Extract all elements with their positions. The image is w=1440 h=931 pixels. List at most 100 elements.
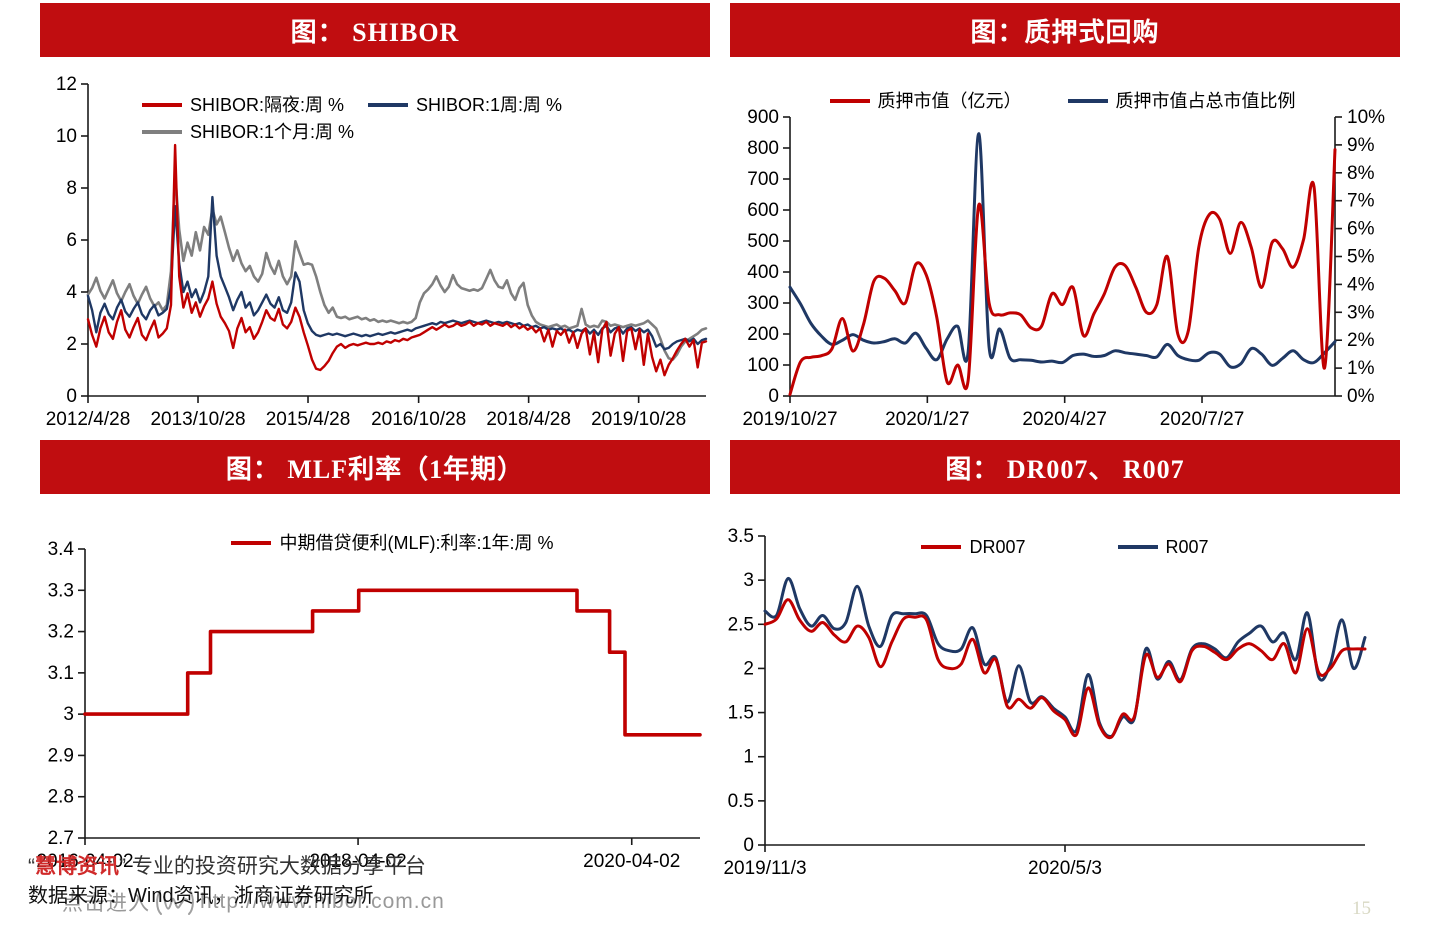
svg-text:6: 6: [66, 230, 77, 251]
svg-text:700: 700: [747, 169, 779, 190]
quote-open: “: [28, 855, 35, 878]
legend-repo: 质押市值（亿元） 质押市值占总市值比例: [790, 92, 1335, 110]
svg-text:2.7: 2.7: [48, 828, 74, 849]
svg-text:200: 200: [747, 324, 779, 345]
legend-label: SHIBOR:1周:周 %: [416, 95, 563, 115]
svg-text:3: 3: [743, 570, 754, 591]
svg-text:2013/10/28: 2013/10/28: [150, 409, 245, 430]
hibor-url: http://www.hibor.com.cn: [200, 890, 445, 913]
chart-title-banner-shibor: 图： SHIBOR: [40, 3, 710, 57]
legend-label: SHIBOR:隔夜:周 %: [190, 95, 345, 115]
gray-line-swatch: [142, 130, 182, 134]
chart-title-shibor: 图： SHIBOR: [290, 17, 460, 47]
legend-dr007-r007: DR007 R007: [765, 538, 1365, 556]
svg-text:2020/1/27: 2020/1/27: [885, 409, 970, 430]
legend-item-shibor-1m: SHIBOR:1个月:周 %: [142, 123, 354, 141]
svg-text:0%: 0%: [1347, 386, 1375, 407]
svg-text:3%: 3%: [1347, 302, 1375, 323]
red-line-swatch: [142, 103, 182, 107]
svg-text:2%: 2%: [1347, 330, 1375, 351]
svg-text:3.5: 3.5: [728, 526, 754, 547]
svg-text:1: 1: [743, 747, 754, 768]
red-line-swatch: [921, 545, 962, 549]
svg-text:12: 12: [56, 74, 77, 95]
svg-text:0: 0: [768, 386, 779, 407]
svg-text:5%: 5%: [1347, 247, 1375, 268]
chart-title-banner-mlf: 图： MLF利率（1年期）: [40, 440, 710, 494]
legend-item-mlf-rate: 中期借贷便利(MLF):利率:1年:周 %: [231, 533, 554, 553]
svg-text:4%: 4%: [1347, 274, 1375, 295]
pledged-repo-line-chart: 0 100 200 300 400 500 600 700 800 900 0% 1% 2% 3% 4% 5%…: [742, 107, 1385, 430]
chart-title-banner-dr007: 图： DR007、 R007: [730, 440, 1400, 494]
legend-label: R007: [1165, 537, 1209, 557]
svg-text:9%: 9%: [1347, 135, 1375, 156]
svg-text:800: 800: [747, 138, 779, 159]
svg-text:2: 2: [66, 334, 77, 355]
svg-text:3: 3: [63, 704, 74, 725]
svg-text:2016/10/28: 2016/10/28: [371, 409, 466, 430]
shibor-line-chart: 0 2 4 6 8 10 12 2012/4/28 2013/10/28 2015/4/28 201…: [46, 74, 708, 430]
chart-title-mlf: 图： MLF利率（1年期）: [225, 454, 525, 484]
svg-text:2.5: 2.5: [728, 614, 754, 635]
svg-text:2020/4/27: 2020/4/27: [1022, 409, 1107, 430]
legend-label: 中期借贷便利(MLF):利率:1年:周 %: [279, 533, 554, 553]
dr007-r007-line-chart: 0 0.5 1 1.5 2 2.5 3 3.5 2019/11/3 2020/5/3: [723, 526, 1367, 879]
svg-text:2020-04-02: 2020-04-02: [583, 851, 680, 872]
svg-text:7%: 7%: [1347, 191, 1375, 212]
navy-line-swatch: [368, 103, 408, 107]
svg-text:2018-04-02: 2018-04-02: [309, 851, 406, 872]
svg-text:2.9: 2.9: [48, 745, 74, 766]
svg-text:2016-04-02: 2016-04-02: [36, 851, 133, 872]
legend-label: DR007: [969, 537, 1026, 557]
svg-text:8%: 8%: [1347, 163, 1375, 184]
svg-text:100: 100: [747, 355, 779, 376]
svg-text:8: 8: [66, 178, 77, 199]
page-number: 15: [1352, 898, 1371, 919]
legend-label: 质押市值（亿元）: [877, 91, 1022, 111]
svg-text:6%: 6%: [1347, 219, 1375, 240]
navy-line-swatch: [1117, 545, 1158, 549]
legend-item-pledged-ratio: 质押市值占总市值比例: [1067, 91, 1296, 111]
svg-text:600: 600: [747, 200, 779, 221]
svg-text:2: 2: [743, 658, 754, 679]
mlf-rate-step-chart: 2.7 2.8 2.9 3 3.1 3.2 3.3 3.4 2016-04-02 2018-04-…: [36, 539, 702, 872]
svg-text:0: 0: [743, 835, 754, 856]
svg-text:900: 900: [747, 107, 779, 128]
svg-text:2020/5/3: 2020/5/3: [1028, 858, 1102, 879]
click-enter-text: 点击进入: [62, 892, 150, 915]
chart-title-repo: 图：质押式回购: [970, 17, 1160, 47]
hibor-tagline: 专业的投资研究大数据分享平台: [131, 855, 426, 878]
hibor-logo-icon: [156, 890, 194, 915]
hibor-watermark-tagline: “慧博资讯” 专业的投资研究大数据分享平台: [28, 850, 426, 880]
legend-item-shibor-1w: SHIBOR:1周:周 %: [368, 96, 562, 114]
legend-item-dr007: DR007: [921, 537, 1026, 557]
hibor-watermark-link: 点击进入 http://www.hibor.com.cn: [62, 887, 445, 917]
chart-title-dr007: 图： DR007、 R007: [945, 454, 1185, 484]
red-line-swatch: [231, 541, 272, 545]
svg-text:2015/4/28: 2015/4/28: [266, 409, 351, 430]
quote-close: ”: [119, 855, 126, 878]
legend-item-r007: R007: [1117, 537, 1209, 557]
navy-line-swatch: [1067, 99, 1108, 103]
svg-text:10%: 10%: [1347, 107, 1385, 128]
svg-text:10: 10: [56, 126, 77, 147]
svg-text:0.5: 0.5: [728, 791, 754, 812]
legend-item-pledged-value: 质押市值（亿元）: [829, 91, 1022, 111]
svg-text:2020/7/27: 2020/7/27: [1160, 409, 1245, 430]
chart-title-banner-repo: 图：质押式回购: [730, 3, 1400, 57]
data-source-note: 数据来源：Wind资讯，浙商证券研究所: [28, 885, 374, 907]
svg-text:1%: 1%: [1347, 358, 1375, 379]
svg-text:0: 0: [66, 386, 77, 407]
legend-label: SHIBOR:1个月:周 %: [190, 122, 355, 142]
svg-text:2019/11/3: 2019/11/3: [723, 858, 806, 879]
svg-text:3.1: 3.1: [48, 663, 74, 684]
red-line-swatch: [829, 99, 870, 103]
legend-item-shibor-overnight: SHIBOR:隔夜:周 %: [142, 96, 344, 114]
svg-text:2019/10/27: 2019/10/27: [742, 409, 837, 430]
svg-text:1.5: 1.5: [728, 703, 754, 724]
svg-text:2012/4/28: 2012/4/28: [46, 409, 131, 430]
legend-label: 质押市值占总市值比例: [1115, 91, 1296, 111]
svg-text:4: 4: [66, 282, 77, 303]
legend-mlf: 中期借贷便利(MLF):利率:1年:周 %: [85, 534, 700, 552]
